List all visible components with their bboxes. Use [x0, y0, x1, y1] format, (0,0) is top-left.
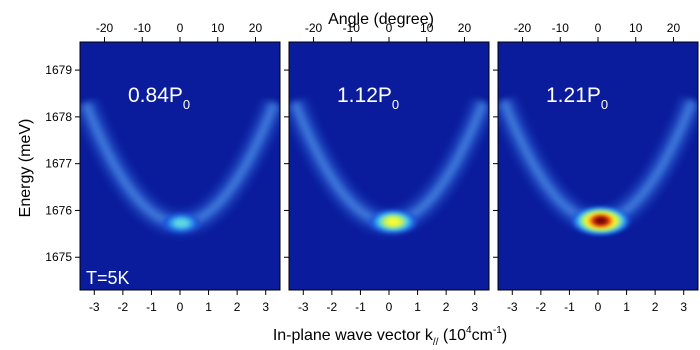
x-tick-label: 3	[471, 300, 478, 314]
x-tick-label: -2	[118, 300, 129, 314]
angle-tick-label: -10	[552, 21, 570, 35]
angle-tick-label: 20	[249, 21, 263, 35]
panel-content	[80, 98, 280, 237]
x-tick-label: -1	[355, 300, 366, 314]
x-tick-label: 3	[680, 300, 687, 314]
power-label: 1.21P0	[546, 84, 608, 112]
panels: -3 -2 -1 0 1 2 3-20 -10 0 10 201675167616771678167…	[45, 21, 699, 314]
panel-content	[498, 96, 698, 235]
power-label: 1.12P0	[337, 84, 399, 112]
angle-tick-label: 20	[667, 21, 681, 35]
top-axis-title: Angle (degree)	[328, 11, 434, 28]
x-axis-title-unit-mid: cm	[472, 327, 493, 344]
angle-tick-label: 10	[629, 21, 643, 35]
x-tick-label: 3	[262, 300, 269, 314]
power-label-sub: 0	[601, 97, 608, 112]
angle-tick-label: 0	[595, 21, 602, 35]
x-tick-label: 2	[443, 300, 450, 314]
angle-tick-label: -10	[343, 21, 361, 35]
x-axis-title: In-plane wave vector k// (104cm-1)	[273, 325, 507, 348]
x-axis-title-unit-exp1: 4	[466, 325, 472, 336]
y-tick-label: 1675	[45, 250, 72, 264]
power-label-sub: 0	[183, 97, 190, 112]
x-tick-label: -1	[146, 300, 157, 314]
x-tick-label: 0	[386, 300, 393, 314]
power-label-main: 1.21P	[546, 84, 601, 107]
x-axis-title-unit-exp2: -1	[493, 325, 502, 336]
y-tick-label: 1677	[45, 157, 72, 171]
peak-level-3	[173, 218, 190, 228]
angle-tick-label: -20	[305, 21, 323, 35]
angle-tick-label: 10	[211, 21, 225, 35]
x-tick-label: -2	[536, 300, 547, 314]
y-tick-label: 1676	[45, 203, 72, 217]
x-tick-label: -3	[298, 300, 309, 314]
y-tick-label: 1679	[45, 63, 72, 77]
heatmap-panel-2: -3 -2 -1 0 1 2 3-20 -10 0 10 201.12P0	[284, 21, 490, 314]
x-tick-label: 0	[177, 300, 184, 314]
x-tick-label: 2	[652, 300, 659, 314]
heatmap-panel-3: -3 -2 -1 0 1 2 3-20 -10 0 10 201.21P0	[493, 21, 699, 314]
x-axis-title-unit-open: (10	[438, 327, 466, 344]
x-tick-label: 1	[205, 300, 212, 314]
x-tick-label: 0	[595, 300, 602, 314]
x-tick-label: 1	[414, 300, 421, 314]
heatmap-panel-1: -3 -2 -1 0 1 2 3-20 -10 0 10 201675167616771678167…	[45, 21, 281, 314]
angle-tick-label: -20	[514, 21, 532, 35]
y-tick-label: 1678	[45, 110, 72, 124]
x-tick-label: 2	[234, 300, 241, 314]
angle-tick-label: 20	[458, 21, 472, 35]
angle-tick-label: 0	[177, 21, 184, 35]
power-label: 0.84P0	[128, 84, 190, 112]
angle-tick-label: 10	[420, 21, 434, 35]
x-tick-label: -3	[507, 300, 518, 314]
power-label-main: 1.12P	[337, 84, 392, 107]
x-axis-title-sub: //	[433, 337, 439, 348]
peak-level-5	[386, 217, 401, 226]
x-tick-label: 1	[623, 300, 630, 314]
x-tick-label: -1	[564, 300, 575, 314]
x-axis-title-main: In-plane wave vector k	[273, 327, 434, 344]
y-axis-title: Energy (meV)	[17, 119, 34, 218]
x-tick-label: -2	[327, 300, 338, 314]
power-label-main: 0.84P	[128, 84, 183, 107]
panel-content	[289, 97, 489, 236]
power-label-sub: 0	[392, 97, 399, 112]
temperature-annotation: T=5K	[86, 268, 130, 288]
x-axis-title-unit-close: )	[502, 327, 507, 344]
angle-tick-label: 0	[386, 21, 393, 35]
angle-tick-label: -10	[134, 21, 152, 35]
peak-level-8	[594, 217, 608, 225]
angle-tick-label: -20	[96, 21, 114, 35]
x-tick-label: -3	[89, 300, 100, 314]
